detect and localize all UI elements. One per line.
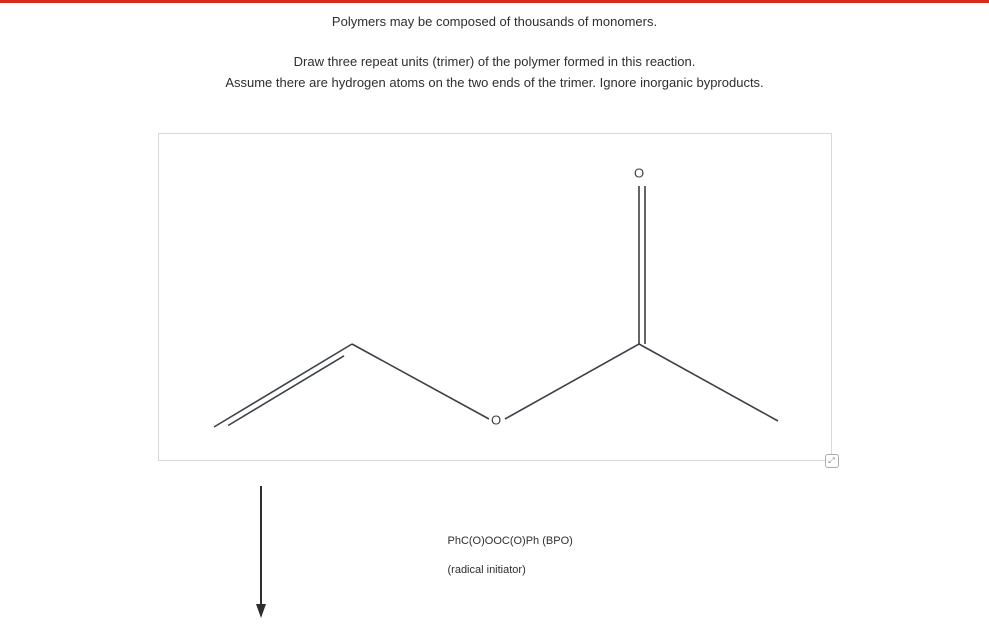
svg-text:O: O	[633, 165, 643, 180]
svg-text:O: O	[490, 412, 500, 427]
instruction-line-1: Polymers may be composed of thousands of…	[0, 12, 989, 32]
progress-bar	[0, 0, 989, 3]
structure-canvas[interactable]: OO ⤢	[158, 133, 832, 461]
reagent-role: (radical initiator)	[448, 563, 573, 578]
reagent-name: PhC(O)OOC(O)Ph (BPO)	[448, 534, 573, 549]
molecule-svg: OO	[159, 134, 833, 462]
instruction-line-3: Assume there are hydrogen atoms on the t…	[0, 73, 989, 93]
reagent-block: PhC(O)OOC(O)Ph (BPO) (radical initiator)	[448, 534, 573, 593]
instructions-block: Polymers may be composed of thousands of…	[0, 0, 989, 93]
reaction-arrow-section: PhC(O)OOC(O)Ph (BPO) (radical initiator)	[158, 486, 832, 626]
instruction-line-2: Draw three repeat units (trimer) of the …	[0, 52, 989, 72]
zoom-icon[interactable]: ⤢	[825, 454, 839, 468]
reaction-arrow	[251, 486, 271, 626]
